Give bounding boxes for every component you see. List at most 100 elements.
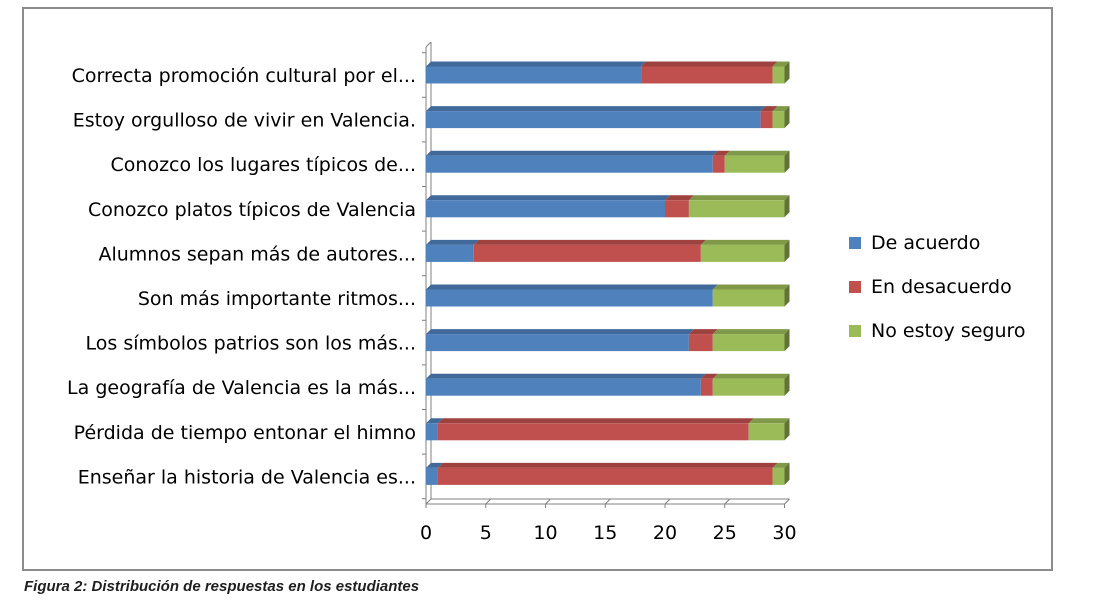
legend: De acuerdo En desacuerdo No estoy seguro [849, 232, 1026, 342]
bar-front-face [426, 423, 438, 441]
bar-front-face [437, 467, 773, 485]
x-tick-mark [604, 498, 611, 505]
category-label: Los símbolos patrios son los más... [86, 333, 416, 355]
bar-segment [426, 106, 766, 129]
bar-top-face [437, 462, 778, 468]
x-tick-label: 20 [653, 522, 677, 544]
category-labels: Correcta promoción cultural por el... Est… [67, 65, 416, 488]
bar-top-face [426, 150, 718, 156]
bar-top-face [712, 284, 790, 290]
x-tick-labels: 0 5 10 15 20 25 30 [420, 522, 797, 544]
bar-segment [437, 418, 754, 441]
bar-front-face [426, 467, 438, 485]
bar-front-face [426, 111, 761, 129]
bar-segment [700, 373, 718, 396]
bar-top-face [700, 239, 790, 245]
x-tick-mark [724, 498, 731, 505]
bar-front-face [641, 66, 773, 84]
x-tick-label: 25 [713, 522, 737, 544]
x-tick-label: 10 [533, 522, 557, 544]
bar-front-face [426, 66, 642, 84]
bar-top-face [473, 239, 706, 245]
bar-end-face [784, 195, 790, 218]
bar-top-face [748, 418, 790, 424]
bar-segment [641, 61, 778, 84]
legend-label: En desacuerdo [871, 276, 1012, 298]
bar-segment [724, 150, 790, 173]
category-label: Enseñar la historia de Valencia es... [78, 466, 416, 488]
bar-segment [426, 373, 706, 396]
bar-top-face [426, 462, 443, 468]
x-tick-label: 15 [593, 522, 617, 544]
bar-front-face [772, 66, 785, 84]
bar-end-face [784, 106, 790, 129]
bar-top-face [665, 195, 694, 201]
bar-top-face [437, 418, 754, 424]
bar-top-face [426, 329, 694, 335]
bar-segment [426, 329, 694, 352]
bar-top-face [772, 61, 790, 67]
bar-front-face [712, 155, 725, 173]
bar-end-face [784, 239, 790, 262]
bar-end-face [784, 418, 790, 441]
bar-top-face [772, 106, 790, 112]
bar-segment [772, 61, 790, 84]
bar-front-face [712, 289, 785, 307]
bar-segment [748, 418, 790, 441]
bar-end-face [784, 373, 790, 396]
bar-segment [426, 462, 443, 485]
stacked-bar-chart: Correcta promoción cultural por el... Est… [67, 41, 1026, 544]
chart-frame: Correcta promoción cultural por el... Est… [22, 7, 1053, 571]
legend-label: No estoy seguro [871, 320, 1026, 342]
bar-top-face [426, 373, 706, 379]
bars-layer [426, 61, 790, 485]
bar-front-face [426, 155, 713, 173]
category-label: Estoy orgulloso de vivir en Valencia. [73, 110, 416, 132]
bar-segment [700, 239, 790, 262]
bar-top-face [426, 61, 647, 67]
bar-front-face [748, 423, 785, 441]
category-label: Alumnos sepan más de autores... [98, 243, 416, 265]
bar-segment [712, 329, 790, 352]
category-label: Son más importante ritmos... [138, 288, 416, 310]
bar-front-face [688, 334, 713, 352]
bar-top-face [712, 150, 730, 156]
bar-front-face [426, 289, 713, 307]
bar-end-face [784, 329, 790, 352]
bar-segment [772, 106, 790, 129]
x-tick-label: 5 [480, 522, 492, 544]
bar-front-face [772, 467, 785, 485]
bar-top-face [688, 329, 718, 335]
bar-end-face [784, 150, 790, 173]
bar-segment [426, 61, 647, 84]
bar-end-face [784, 61, 790, 84]
category-label: La geografía de Valencia es la más... [67, 377, 416, 399]
bar-end-face [784, 462, 790, 485]
bar-segment [426, 418, 443, 441]
bar-top-face [688, 195, 790, 201]
legend-label: De acuerdo [871, 232, 980, 254]
bar-top-face [724, 150, 790, 156]
x-tick-mark [425, 498, 432, 505]
bar-end-face [784, 284, 790, 307]
bar-front-face [724, 155, 785, 173]
bar-segment [712, 150, 730, 173]
bar-segment [665, 195, 694, 218]
bar-front-face [665, 200, 689, 218]
bar-segment [712, 373, 790, 396]
category-label: Correcta promoción cultural por el... [72, 65, 416, 87]
legend-swatch [849, 281, 861, 293]
bar-top-face [426, 195, 670, 201]
bar-segment [688, 329, 718, 352]
bar-top-face [426, 284, 718, 290]
bar-segment [426, 195, 670, 218]
bar-top-face [426, 106, 766, 112]
bar-front-face [772, 111, 785, 129]
x-tick-mark [485, 498, 492, 505]
bar-front-face [700, 378, 713, 396]
bar-segment [473, 239, 706, 262]
bar-top-face [426, 239, 479, 245]
x-tick-mark [664, 498, 671, 505]
bar-front-face [712, 378, 785, 396]
bar-segment [437, 462, 778, 485]
